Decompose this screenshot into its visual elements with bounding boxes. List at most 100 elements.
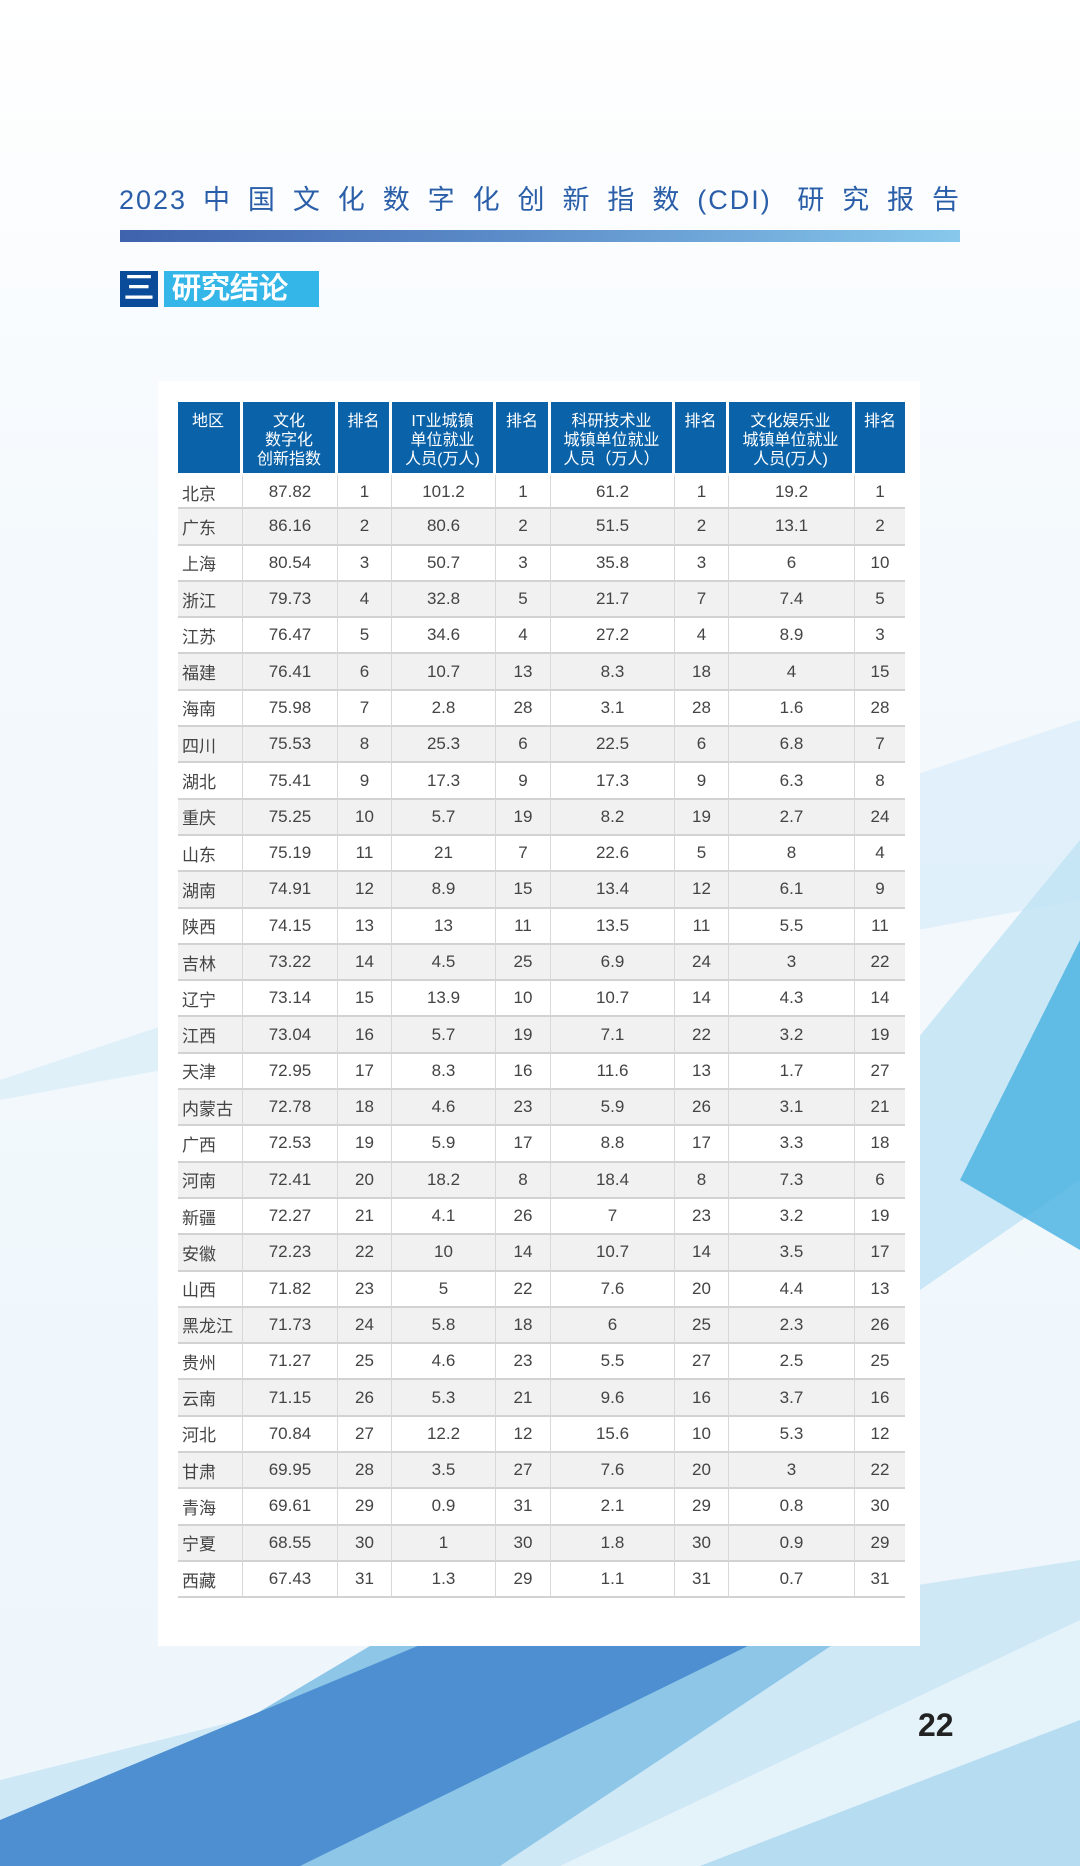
table-row: 江西 73.04 16 5.7 19 7.1 22 3.2 19	[178, 1017, 905, 1054]
value-cell: 0.8	[729, 1489, 855, 1526]
title-gradient-bar	[120, 230, 960, 242]
value-cell: 7.1	[551, 1017, 675, 1054]
value-cell: 87.82	[243, 473, 338, 510]
value-cell: 19.2	[729, 473, 855, 510]
value-cell: 30	[855, 1489, 905, 1526]
value-cell: 80.6	[392, 509, 496, 546]
value-cell: 4	[855, 836, 905, 873]
value-cell: 74.91	[243, 872, 338, 909]
value-cell: 9.6	[551, 1380, 675, 1417]
value-cell: 4	[729, 654, 855, 691]
value-cell: 5.9	[392, 1126, 496, 1163]
value-cell: 4	[338, 581, 392, 619]
value-cell: 13	[855, 1272, 905, 1308]
value-cell: 30	[496, 1525, 551, 1562]
value-cell: 71.82	[243, 1271, 338, 1308]
value-cell: 12.2	[392, 1416, 496, 1454]
value-cell: 69.95	[243, 1453, 338, 1490]
value-cell: 13.5	[551, 908, 675, 945]
value-cell: 4	[675, 618, 729, 655]
value-cell: 26	[675, 1090, 729, 1127]
value-cell: 14	[675, 981, 729, 1018]
value-cell: 9	[675, 763, 729, 800]
region-cell: 山东	[178, 835, 243, 873]
value-cell: 75.53	[243, 727, 338, 764]
value-cell: 18	[338, 1090, 392, 1127]
value-cell: 17.3	[551, 763, 675, 800]
value-cell: 27	[496, 1453, 551, 1490]
value-cell: 8	[729, 835, 855, 873]
table-row: 天津 72.95 17 8.3 16 11.6 13 1.7 27	[178, 1053, 905, 1091]
value-cell: 86.16	[243, 509, 338, 546]
value-cell: 2.7	[729, 799, 855, 836]
region-cell: 安徽	[178, 1235, 243, 1272]
value-cell: 3.2	[729, 1198, 855, 1236]
value-cell: 6.3	[729, 763, 855, 800]
value-cell: 25	[496, 944, 551, 982]
value-cell: 71.27	[243, 1344, 338, 1381]
value-cell: 12	[855, 1417, 905, 1454]
value-cell: 8.9	[392, 872, 496, 909]
value-cell: 11	[496, 908, 551, 945]
table-row: 辽宁 73.14 15 13.9 10 10.7 14 4.3 14	[178, 981, 905, 1018]
value-cell: 15.6	[551, 1416, 675, 1454]
value-cell: 13	[392, 908, 496, 945]
value-cell: 26	[855, 1307, 905, 1345]
value-cell: 8.9	[729, 618, 855, 655]
value-cell: 13.1	[729, 509, 855, 546]
region-cell: 上海	[178, 545, 243, 582]
value-cell: 8	[338, 727, 392, 764]
value-cell: 20	[675, 1271, 729, 1308]
value-cell: 8	[855, 763, 905, 800]
value-cell: 4.3	[729, 981, 855, 1018]
value-cell: 7.6	[551, 1453, 675, 1490]
value-cell: 5	[675, 835, 729, 873]
value-cell: 2.1	[551, 1489, 675, 1526]
value-cell: 4	[496, 618, 551, 655]
value-cell: 27	[338, 1416, 392, 1454]
value-cell: 19	[338, 1126, 392, 1163]
value-cell: 71.15	[243, 1380, 338, 1417]
region-cell: 湖南	[178, 872, 243, 909]
value-cell: 5.3	[729, 1416, 855, 1454]
value-cell: 51.5	[551, 509, 675, 546]
value-cell: 23	[496, 1090, 551, 1127]
value-cell: 71.73	[243, 1307, 338, 1345]
region-cell: 新疆	[178, 1198, 243, 1236]
value-cell: 9	[855, 872, 905, 909]
region-cell: 浙江	[178, 581, 243, 619]
table-row: 北京 87.82 1 101.2 1 61.2 1 19.2 1	[178, 473, 905, 510]
value-cell: 18	[855, 1126, 905, 1163]
region-cell: 福建	[178, 654, 243, 691]
value-cell: 3	[729, 944, 855, 982]
value-cell: 31	[338, 1561, 392, 1599]
value-cell: 8.3	[392, 1053, 496, 1091]
value-cell: 8.8	[551, 1126, 675, 1163]
value-cell: 24	[675, 944, 729, 982]
region-cell: 海南	[178, 690, 243, 728]
value-cell: 17.3	[392, 763, 496, 800]
value-cell: 19	[855, 1199, 905, 1236]
value-cell: 5.3	[392, 1380, 496, 1417]
value-cell: 9	[338, 763, 392, 800]
region-cell: 河北	[178, 1416, 243, 1454]
table-row: 内蒙古 72.78 18 4.6 23 5.9 26 3.1 21	[178, 1090, 905, 1127]
value-cell: 3	[675, 545, 729, 582]
value-cell: 26	[496, 1198, 551, 1236]
table-row: 海南 75.98 7 2.8 28 3.1 28 1.6 28	[178, 690, 905, 728]
value-cell: 76.47	[243, 618, 338, 655]
table-row: 吉林 73.22 14 4.5 25 6.9 24 3 22	[178, 944, 905, 982]
table-row: 贵州 71.27 25 4.6 23 5.5 27 2.5 25	[178, 1344, 905, 1381]
value-cell: 18	[496, 1307, 551, 1345]
value-cell: 15	[496, 872, 551, 909]
value-cell: 1.8	[551, 1525, 675, 1562]
value-cell: 35.8	[551, 545, 675, 582]
value-cell: 22	[675, 1017, 729, 1054]
value-cell: 11	[675, 908, 729, 945]
value-cell: 4.5	[392, 944, 496, 982]
value-cell: 101.2	[392, 473, 496, 510]
value-cell: 4.6	[392, 1090, 496, 1127]
value-cell: 3	[496, 545, 551, 582]
page-number: 22	[918, 1707, 954, 1743]
table-row: 陕西 74.15 13 13 11 13.5 11 5.5 11	[178, 908, 905, 945]
